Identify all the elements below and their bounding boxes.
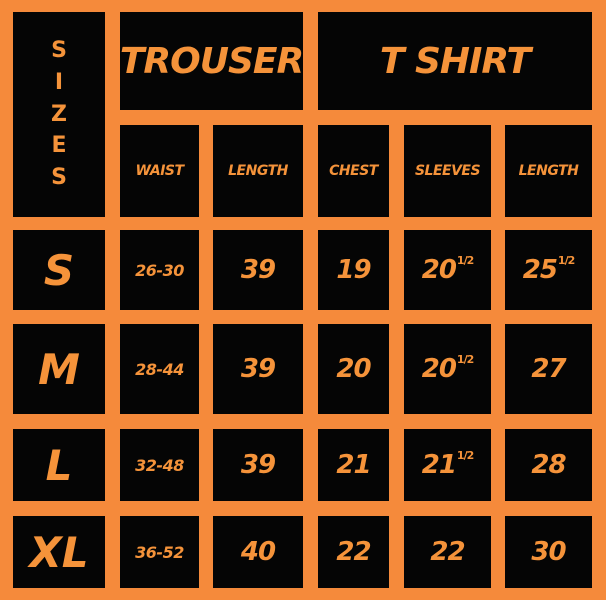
sizes-letter: S xyxy=(51,37,67,63)
shirt-length-cell: 28 xyxy=(505,429,592,501)
sleeves-fraction: 1/2 xyxy=(456,253,474,267)
sizes-header: S I Z E S xyxy=(13,12,105,217)
sleeves-fraction: 1/2 xyxy=(456,448,474,462)
shirt-length-value: 25 xyxy=(522,255,558,285)
size-label: XL xyxy=(13,516,105,588)
size-label: M xyxy=(13,324,105,414)
shirt-length-cell: 25 1/2 xyxy=(505,230,592,310)
sleeves-fraction: 1/2 xyxy=(456,352,474,366)
sleeves-cell: 20 1/2 xyxy=(404,324,491,414)
trouser-length-cell: 39 xyxy=(213,324,303,414)
trouser-length-cell: 39 xyxy=(213,429,303,501)
waist-cell: 26-30 xyxy=(120,230,199,310)
sleeves-cell: 20 1/2 xyxy=(404,230,491,310)
sleeves-cell: 21 1/2 xyxy=(404,429,491,501)
chest-cell: 20 xyxy=(318,324,389,414)
tshirt-header: T SHIRT xyxy=(318,12,592,110)
trouser-length-cell: 39 xyxy=(213,230,303,310)
sleeves-value: 20 xyxy=(421,354,457,384)
waist-cell: 28-44 xyxy=(120,324,199,414)
shirt-length-cell: 30 xyxy=(505,516,592,588)
waist-cell: 36-52 xyxy=(120,516,199,588)
sizes-letter: Z xyxy=(51,101,67,127)
sizes-letter: E xyxy=(51,133,67,159)
shirt-length-cell: 27 xyxy=(505,324,592,414)
trouser-length-cell: 40 xyxy=(213,516,303,588)
sizes-letter: S xyxy=(51,165,67,191)
chest-cell: 19 xyxy=(318,230,389,310)
chest-cell: 22 xyxy=(318,516,389,588)
sleeves-cell: 22 xyxy=(404,516,491,588)
trouser-header: TROUSER xyxy=(120,12,304,110)
chest-cell: 21 xyxy=(318,429,389,501)
shirt-length-fraction: 1/2 xyxy=(557,253,575,267)
size-label: L xyxy=(13,429,105,501)
col-header-shirt-length: LENGTH xyxy=(505,125,592,217)
col-header-waist: WAIST xyxy=(120,125,199,217)
waist-cell: 32-48 xyxy=(120,429,199,501)
col-header-sleeves: SLEEVES xyxy=(404,125,491,217)
col-header-trouser-length: LENGTH xyxy=(213,125,303,217)
sizes-letter: I xyxy=(54,69,64,95)
sleeves-value: 20 xyxy=(421,255,457,285)
sleeves-value: 21 xyxy=(421,450,457,480)
size-label: S xyxy=(13,230,105,310)
col-header-chest: CHEST xyxy=(318,125,389,217)
